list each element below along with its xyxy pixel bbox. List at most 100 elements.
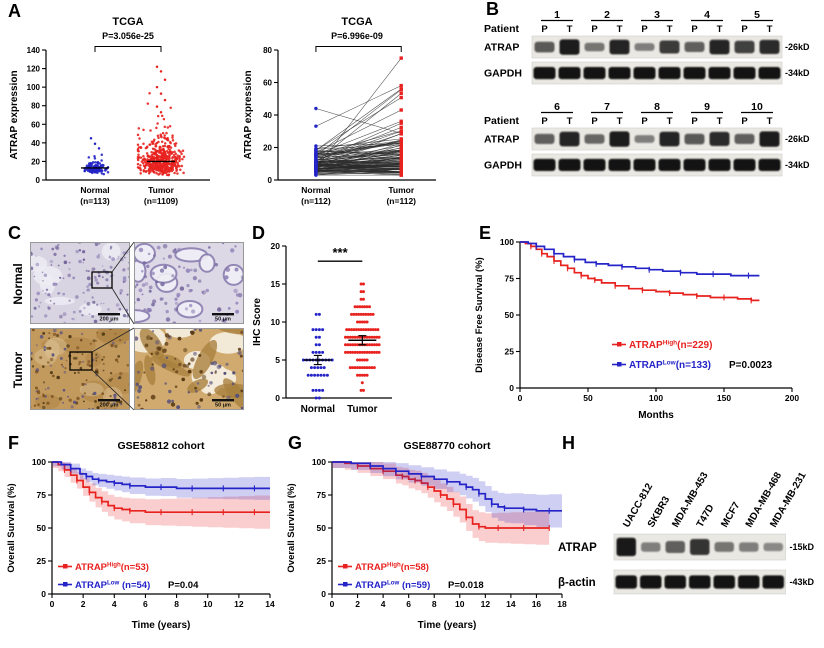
svg-text:GSE58812 cohort: GSE58812 cohort [118,440,205,452]
panel-b-label: B [486,0,499,19]
panel-d-label: D [252,223,265,243]
svg-text:12: 12 [481,599,491,609]
svg-text:Patient: Patient [484,115,520,127]
svg-text:P=6.996e-09: P=6.996e-09 [331,31,383,41]
panel-a-label: A [8,1,21,21]
svg-text:-26kD: -26kD [785,42,810,52]
svg-text:-26kD: -26kD [785,134,810,144]
svg-text:0: 0 [41,589,46,599]
svg-text:T: T [717,24,723,35]
svg-text:25: 25 [37,556,47,566]
svg-text:P=3.056e-25: P=3.056e-25 [102,31,154,41]
svg-text:8: 8 [432,599,437,609]
svg-text:100: 100 [312,457,326,467]
svg-text:0: 0 [321,589,326,599]
svg-text:T: T [767,24,773,35]
svg-text:18: 18 [557,599,567,609]
svg-text:2: 2 [604,9,610,21]
panel-g-label: G [288,433,303,453]
svg-text:P: P [591,24,598,35]
svg-text:ATRAPLow (n=54): ATRAPLow (n=54) [75,580,150,592]
svg-text:Tumor: Tumor [148,185,175,195]
svg-text:10: 10 [203,599,213,609]
svg-text:Normal: Normal [301,404,336,415]
svg-text:Time (years): Time (years) [418,620,477,631]
svg-text:P=0.018: P=0.018 [448,580,484,591]
svg-text:20: 20 [31,157,40,166]
svg-text:200 μm: 200 μm [100,403,119,409]
svg-text:25: 25 [317,556,327,566]
svg-text:ATRAPHigh(n=53): ATRAPHigh(n=53) [75,562,149,574]
svg-text:IHC Score: IHC Score [252,298,263,346]
svg-text:ATRAP expression: ATRAP expression [243,70,254,159]
gse58812-km-plot: GSE58812 cohort 0 25 50 75 100 0 2 4 6 8 10 12 14 Time… [4,436,280,646]
svg-text:P=0.0023: P=0.0023 [729,360,773,371]
svg-text:0: 0 [509,383,514,393]
svg-text:GAPDH: GAPDH [484,160,522,172]
svg-text:Tumor: Tumor [347,404,377,415]
svg-text:100: 100 [649,393,663,403]
svg-text:T: T [767,116,773,127]
svg-text:(n=113): (n=113) [80,196,110,206]
svg-text:60: 60 [31,120,40,129]
svg-text:0: 0 [36,176,41,185]
svg-text:0: 0 [518,393,523,403]
svg-text:P: P [591,116,598,127]
panel-c-label: C [8,223,21,243]
svg-text:T: T [717,116,723,127]
svg-text:5: 5 [754,9,760,21]
svg-text:β-actin: β-actin [558,577,596,589]
svg-text:P: P [541,24,548,35]
svg-text:14: 14 [265,599,275,609]
svg-text:GAPDH: GAPDH [484,68,522,80]
svg-text:0: 0 [330,599,335,609]
svg-text:150: 150 [717,393,731,403]
svg-text:-34kD: -34kD [785,160,810,170]
svg-text:3: 3 [654,9,660,21]
svg-text:4: 4 [381,599,386,609]
svg-text:100: 100 [500,237,514,247]
svg-text:T47D: T47D [695,503,717,530]
svg-text:(n=1109): (n=1109) [144,196,178,206]
svg-text:SKBR3: SKBR3 [646,494,673,529]
svg-text:ATRAPHigh(n=229): ATRAPHigh(n=229) [629,340,712,352]
svg-text:4: 4 [704,9,710,21]
svg-text:50 μm: 50 μm [215,317,231,323]
svg-text:T: T [567,24,573,35]
svg-text:25: 25 [505,347,515,357]
svg-text:(n=112): (n=112) [301,196,331,206]
svg-text:50 μm: 50 μm [215,403,231,409]
panel-f-label: F [8,433,19,453]
cellline-western-blot: UACC-812 SKBR3 MDA-MB-453 T47D MCF7 MDA-MB-46… [556,436,824,646]
svg-text:75: 75 [37,490,47,500]
ihc-image-tl: 200 μm [30,328,130,410]
svg-text:20: 20 [263,144,272,153]
svg-text:10: 10 [455,599,465,609]
svg-text:2: 2 [81,599,86,609]
tcga-scatter-plot: TCGA P=3.056e-25 0 20 40 60 80 100 120 140 ATRAP e… [6,10,218,222]
svg-text:P: P [641,116,648,127]
ihc-image-nr: 50 μm [134,242,244,324]
svg-text:P: P [541,116,548,127]
svg-text:8: 8 [654,101,660,113]
svg-text:0: 0 [50,599,55,609]
svg-text:1: 1 [554,9,560,21]
svg-text:-43kD: -43kD [790,577,815,587]
svg-text:P: P [691,116,698,127]
svg-text:TCGA: TCGA [112,16,143,28]
svg-text:Months: Months [638,410,674,421]
ihc-image-nl: 200 μm [30,242,130,324]
svg-text:GSE88770 cohort: GSE88770 cohort [404,440,491,452]
svg-text:P: P [741,116,748,127]
svg-text:6: 6 [554,101,560,113]
svg-text:10: 10 [751,101,763,113]
svg-text:T: T [667,24,673,35]
svg-text:50: 50 [583,393,593,403]
svg-text:Patient: Patient [484,23,520,35]
svg-text:100: 100 [27,83,41,92]
gse88770-km-plot: GSE88770 cohort 0 25 50 75 100 0 2 4 6 8 10 12 14 16 18… [284,436,572,646]
patient-western-blot: 1 2 3 4 5 Patient P T P T P T P T P T ATRAP -26kD GAPDH -34… [482,0,824,222]
ihc-score-dot-plot: 0 5 10 15 20 IHC Score Normal Tumor *** [250,226,396,428]
svg-text:50: 50 [505,310,515,320]
svg-text:-15kD: -15kD [790,542,815,552]
